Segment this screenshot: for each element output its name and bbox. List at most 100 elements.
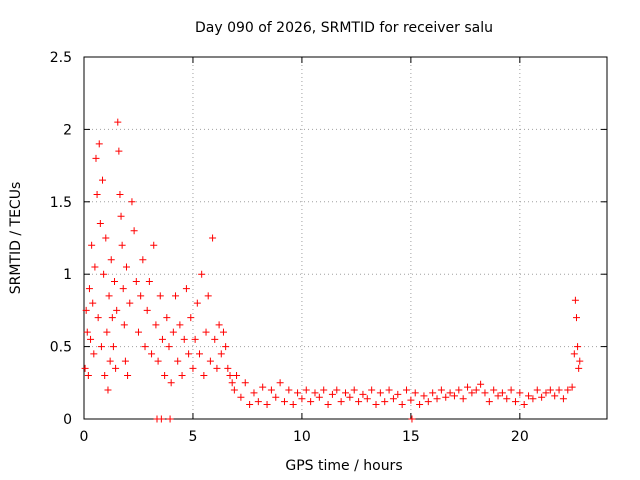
y-tick-label: 1.5 — [50, 195, 72, 211]
data-point — [143, 306, 151, 314]
data-point — [185, 350, 193, 358]
data-point — [494, 392, 502, 400]
data-point — [93, 191, 101, 199]
x-tick-label: 15 — [402, 429, 420, 445]
data-point — [555, 386, 563, 394]
data-point — [209, 234, 217, 242]
data-point — [507, 386, 515, 394]
y-tick-label: 0 — [63, 412, 72, 428]
data-point — [222, 343, 230, 351]
data-point — [455, 386, 463, 394]
data-point — [311, 389, 319, 397]
data-point — [503, 395, 511, 403]
data-point — [96, 220, 104, 228]
data-points — [81, 118, 584, 423]
data-point — [237, 393, 245, 401]
data-point — [376, 389, 384, 397]
data-point — [333, 386, 341, 394]
data-point — [108, 314, 116, 322]
data-point — [85, 285, 93, 293]
data-point — [250, 389, 258, 397]
data-point — [520, 401, 528, 409]
data-point — [81, 364, 89, 372]
data-point — [145, 277, 153, 285]
data-point — [490, 386, 498, 394]
data-point — [533, 386, 541, 394]
data-point — [217, 350, 225, 358]
data-point — [219, 328, 227, 336]
data-point — [91, 263, 99, 271]
data-point — [126, 299, 134, 307]
data-point — [156, 292, 164, 300]
data-point — [88, 241, 96, 249]
data-point — [472, 386, 480, 394]
data-point — [174, 357, 182, 365]
data-point — [134, 328, 142, 336]
data-point — [141, 343, 149, 351]
data-point — [568, 383, 576, 391]
data-point — [169, 328, 177, 336]
data-point — [320, 386, 328, 394]
data-point — [328, 390, 336, 398]
data-point — [342, 389, 349, 397]
data-point — [107, 256, 115, 264]
data-point — [84, 372, 92, 380]
data-point — [394, 390, 402, 398]
data-point — [450, 392, 458, 400]
data-point — [294, 389, 302, 397]
data-point — [359, 390, 367, 398]
data-point — [538, 393, 546, 401]
data-point — [158, 335, 166, 343]
data-point — [132, 277, 140, 285]
data-point — [166, 415, 174, 423]
data-point — [315, 393, 323, 401]
data-point — [459, 395, 467, 403]
data-point — [285, 386, 293, 394]
data-point — [100, 270, 108, 278]
data-point — [137, 292, 145, 300]
data-point — [468, 389, 476, 397]
data-point — [139, 256, 147, 264]
data-point — [163, 314, 171, 322]
data-point — [122, 263, 130, 271]
data-point — [276, 379, 284, 387]
data-point — [167, 379, 175, 387]
data-point — [157, 415, 165, 423]
x-tick-labels: 0 5 10 15 20 — [80, 429, 529, 445]
y-tick-labels: 0 0.5 1 1.5 2 2.5 — [50, 50, 72, 428]
data-point — [368, 386, 376, 394]
data-point — [416, 401, 424, 409]
x-axis-label: GPS time / hours — [285, 458, 402, 474]
data-point — [363, 395, 371, 403]
data-point — [165, 343, 173, 351]
data-point — [106, 357, 114, 365]
data-point — [99, 176, 107, 184]
data-point — [89, 299, 97, 307]
data-point — [230, 386, 238, 394]
data-point — [516, 389, 524, 397]
data-point — [485, 398, 493, 406]
data-point — [112, 364, 120, 372]
data-point — [120, 321, 128, 329]
data-point — [481, 389, 489, 397]
data-point — [92, 154, 100, 162]
data-point — [324, 401, 332, 409]
data-point — [211, 335, 219, 343]
data-point — [200, 372, 208, 380]
y-tick-label: 0.5 — [50, 340, 72, 356]
data-point — [121, 357, 129, 365]
data-point — [152, 321, 160, 329]
y-tick-label: 1 — [63, 267, 72, 283]
data-point — [233, 372, 241, 380]
data-point — [542, 389, 550, 397]
data-point — [109, 343, 117, 351]
data-point — [246, 401, 254, 409]
data-point — [442, 393, 450, 401]
data-point — [187, 314, 195, 322]
data-point — [90, 350, 98, 358]
data-point — [302, 386, 310, 394]
data-point — [178, 372, 186, 380]
data-point — [446, 389, 454, 397]
